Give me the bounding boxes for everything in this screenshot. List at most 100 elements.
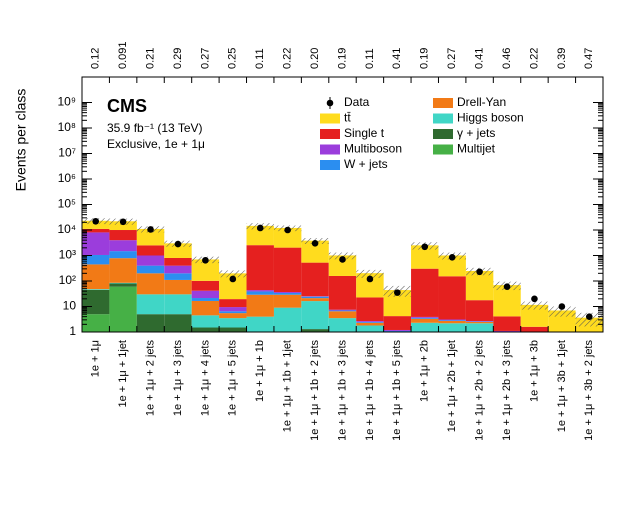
bar-segment xyxy=(191,315,220,328)
bar-segment xyxy=(301,301,329,330)
bar-segment xyxy=(411,245,439,269)
bar-segment xyxy=(328,275,357,310)
p-value-label: 0.21 xyxy=(144,48,156,69)
legend-label: Multijet xyxy=(457,142,496,156)
bar-segment xyxy=(136,245,165,256)
p-value-label: 0.11 xyxy=(254,48,266,69)
p-value-label: 0.29 xyxy=(172,48,184,69)
legend-swatch xyxy=(433,98,453,108)
y-tick-label: 1 xyxy=(69,324,76,338)
bar-segment xyxy=(219,311,247,314)
bar-segment xyxy=(465,270,494,301)
p-value-label: 0.25 xyxy=(227,48,239,69)
data-point xyxy=(394,289,401,296)
bar-segment xyxy=(82,232,110,255)
y-tick-label: 10⁸ xyxy=(58,120,76,134)
data-point xyxy=(174,240,182,248)
plot-area xyxy=(82,217,603,340)
bar-segment xyxy=(136,273,165,295)
p-value-label: 0.27 xyxy=(446,48,458,69)
data-point xyxy=(421,243,429,251)
bar-segment xyxy=(493,333,520,336)
bar-segment xyxy=(356,321,384,323)
legend-swatch xyxy=(320,113,340,124)
data-point xyxy=(202,256,209,264)
chart-title: CMS xyxy=(107,96,147,116)
bar-segment xyxy=(273,307,302,332)
bar-segment xyxy=(273,292,302,295)
data-point xyxy=(147,226,154,233)
bar-segment xyxy=(219,318,247,328)
data-point xyxy=(229,275,237,283)
data-point xyxy=(503,283,511,290)
bar-segment xyxy=(164,243,192,258)
bar-segment xyxy=(383,316,412,330)
legend-swatch xyxy=(320,144,340,155)
annotation: Exclusive, 1e + 1μ xyxy=(107,137,205,151)
bar-segment xyxy=(328,310,357,312)
data-point xyxy=(256,224,264,232)
legend-swatch xyxy=(433,129,453,139)
bar-segment xyxy=(109,240,137,252)
uncertainty-band xyxy=(219,270,247,278)
y-tick-label: 10⁵ xyxy=(58,197,76,211)
x-tick-label: 1e + 1μ + 3 jets xyxy=(172,340,184,417)
bar-segment xyxy=(301,296,329,299)
legend-swatch xyxy=(320,160,340,170)
bar-segment xyxy=(438,255,466,277)
x-tick-label: 1e + 1μ + 3b xyxy=(528,340,540,402)
bar-segment xyxy=(109,258,137,283)
bar-segment xyxy=(246,316,274,332)
bar-segment xyxy=(465,323,494,332)
bar-segment xyxy=(356,322,384,326)
bar-segment xyxy=(136,228,165,246)
uncertainty-band xyxy=(520,301,549,310)
bar-segment xyxy=(383,330,412,332)
data-point xyxy=(531,295,538,303)
subtitle: 35.9 fb⁻¹ (13 TeV) xyxy=(107,121,203,135)
bar-segment xyxy=(164,279,192,295)
bar-segment xyxy=(520,304,549,327)
bar-segment xyxy=(219,299,247,308)
bar-segment xyxy=(136,265,165,274)
legend-label: γ + jets xyxy=(457,126,495,140)
x-tick-label: 1e + 1μ + 1b + 3 jets xyxy=(336,340,348,441)
p-value-label: 0.47 xyxy=(583,48,595,69)
p-value-label: 0.41 xyxy=(474,48,486,69)
data-point xyxy=(339,256,346,263)
bar-segment xyxy=(109,283,137,287)
bar-segment xyxy=(520,326,549,332)
bar-segment xyxy=(411,317,439,319)
y-tick-label: 10 xyxy=(63,299,77,313)
p-value-label: 0.27 xyxy=(199,48,211,69)
bar-segment xyxy=(164,265,192,274)
bar-segment xyxy=(301,329,329,332)
p-value-label: 0.091 xyxy=(117,41,129,69)
x-tick-label: 1e + 1μ + 1b xyxy=(254,340,266,402)
bar-segment xyxy=(411,316,439,318)
uncertainty-band xyxy=(328,252,357,260)
y-tick-label: 10⁷ xyxy=(58,146,76,160)
bar-segment xyxy=(521,338,548,339)
legend-label: W + jets xyxy=(344,157,388,171)
bar-segment xyxy=(219,307,247,312)
bar-segment xyxy=(109,282,137,284)
bar-segment xyxy=(383,329,412,331)
bar-segment xyxy=(384,332,411,336)
bar-segment xyxy=(246,294,274,317)
bar-segment xyxy=(301,262,329,297)
data-point xyxy=(311,240,319,247)
bar-segment xyxy=(247,332,274,340)
legend-label: Multiboson xyxy=(344,142,402,156)
x-tick-label: 1e + 1μ + 5 jets xyxy=(227,340,239,417)
legend-label: Drell-Yan xyxy=(457,95,506,109)
bar-segment xyxy=(438,320,466,322)
p-value-label: 0.22 xyxy=(282,48,294,69)
bar-segment xyxy=(164,273,192,280)
bar-segment xyxy=(191,327,220,332)
bar-segment xyxy=(411,322,439,332)
bar-segment xyxy=(328,318,357,332)
bar-segment xyxy=(109,221,137,231)
bar-segment xyxy=(219,313,247,319)
p-value-label: 0.12 xyxy=(90,48,102,69)
